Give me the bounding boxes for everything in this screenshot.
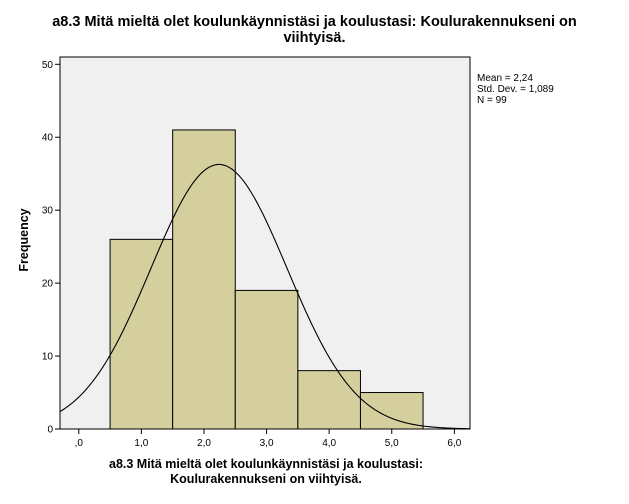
x-tick-label: 2,0 bbox=[197, 438, 211, 449]
stats-std-dev: Std. Dev. = 1,089 bbox=[477, 84, 554, 95]
chart-title-line-2: viihtyisä. bbox=[283, 30, 346, 46]
x-tick-label: 5,0 bbox=[385, 438, 399, 449]
stats-box: Mean = 2,24 Std. Dev. = 1,089 N = 99 bbox=[477, 73, 554, 106]
x-tick-label: 6,0 bbox=[447, 438, 461, 449]
x-axis-label-line-1: a8.3 Mitä mieltä olet koulunkäynnistäsi … bbox=[109, 457, 423, 471]
chart-title-line-1: a8.3 Mitä mieltä olet koulunkäynnistäsi … bbox=[52, 14, 577, 30]
x-tick-label: 1,0 bbox=[134, 438, 148, 449]
histogram-bar-2 bbox=[172, 129, 236, 430]
chart-title: a8.3 Mitä mieltä olet koulunkäynnistäsi … bbox=[0, 14, 629, 46]
y-tick-label: 10 bbox=[42, 352, 54, 363]
y-tick-label: 20 bbox=[42, 279, 54, 290]
x-tick-label: 4,0 bbox=[322, 438, 336, 449]
histogram-bar-1 bbox=[109, 238, 174, 430]
histogram-bar-4 bbox=[297, 370, 361, 430]
x-axis-label: a8.3 Mitä mieltä olet koulunkäynnistäsi … bbox=[60, 457, 472, 487]
x-tick-label: 3,0 bbox=[260, 438, 274, 449]
y-tick-label: 40 bbox=[42, 133, 54, 144]
stats-n: N = 99 bbox=[477, 95, 507, 106]
y-tick-label: 30 bbox=[42, 206, 54, 217]
y-axis-label: Frequency bbox=[17, 208, 31, 272]
y-tick-label: 50 bbox=[42, 60, 54, 71]
histogram-bar-3 bbox=[234, 289, 299, 430]
normal-curve bbox=[59, 163, 471, 430]
y-tick-label: 0 bbox=[47, 425, 53, 436]
plot-frame bbox=[59, 56, 471, 430]
histogram-bar-5 bbox=[359, 392, 424, 430]
x-axis-label-line-2: Koulurakennukseni on viihtyisä. bbox=[170, 472, 362, 486]
x-tick-label: ,0 bbox=[75, 438, 84, 449]
stats-mean: Mean = 2,24 bbox=[477, 73, 533, 84]
